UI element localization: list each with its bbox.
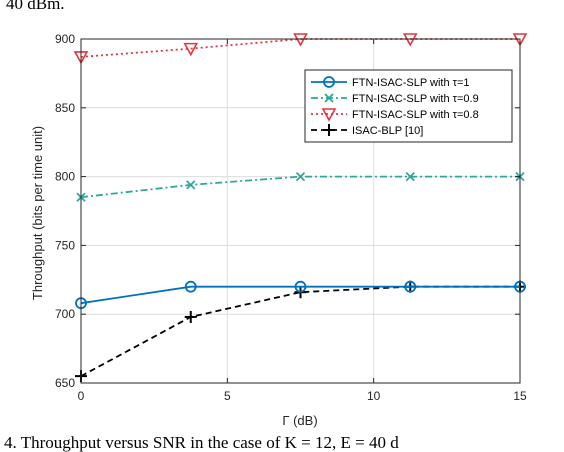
- data-point-0-1: [184, 280, 197, 293]
- legend-marker-0: [323, 76, 335, 88]
- data-point-2-1: [183, 42, 199, 57]
- data-point-1-1: [186, 180, 196, 190]
- y-tick-label: 900: [55, 32, 75, 46]
- top-text-fragment: 40 dBm.: [6, 0, 65, 13]
- legend-entry-3: ISAC-BLP [10]: [311, 124, 423, 137]
- series-line-0: [80, 285, 520, 305]
- y-axis-label: Throughput (bits per time unit): [30, 126, 45, 300]
- y-tick-label: 700: [55, 307, 75, 321]
- marker-stroke: [295, 171, 306, 182]
- legend: FTN-ISAC-SLP with τ=1 FTN-ISAC-SLP with τ…: [304, 69, 513, 143]
- data-point-0-2: [294, 280, 307, 293]
- legend-label-0: FTN-ISAC-SLP with τ=1: [352, 77, 470, 89]
- axes-layer: 0 5 10 15 650 700 750 800 850 900: [55, 32, 527, 403]
- legend-marker-2: [321, 108, 337, 122]
- marker-stroke: [405, 171, 415, 182]
- plot-frame: [80, 38, 521, 384]
- figure-caption: 4. Throughput versus SNR in the case of …: [4, 433, 399, 452]
- legend-marker-3: [323, 124, 335, 136]
- x-tick-label: 15: [513, 389, 527, 403]
- y-tick-label: 750: [55, 238, 75, 252]
- x-tick-label: 5: [224, 389, 231, 403]
- legend-marker-1: [324, 93, 334, 103]
- data-point-1-3: [405, 171, 415, 182]
- legend-entry-2: FTN-ISAC-SLP with τ=0.8: [311, 108, 479, 122]
- y-tick-label: 800: [55, 170, 75, 184]
- legend-entry-0: FTN-ISAC-SLP with τ=1: [311, 76, 470, 89]
- legend-entry-1: FTN-ISAC-SLP with τ=0.9: [311, 93, 479, 105]
- y-tick-label: 650: [55, 376, 75, 390]
- data-point-1-2: [295, 171, 306, 182]
- legend-label-2: FTN-ISAC-SLP with τ=0.8: [352, 109, 479, 121]
- x-tick-label: 10: [367, 389, 381, 403]
- data-point-0-3: [404, 280, 417, 293]
- marker-stroke: [324, 93, 334, 103]
- marker-stroke: [186, 180, 196, 190]
- legend-label-3: ISAC-BLP [10]: [352, 125, 423, 137]
- legend-label-1: FTN-ISAC-SLP with τ=0.9: [352, 93, 479, 105]
- y-tick-label: 850: [55, 101, 75, 115]
- data-point-3-1: [184, 310, 197, 323]
- x-tick-label: 0: [78, 389, 85, 403]
- x-axis-label: Γ (dB): [282, 413, 317, 428]
